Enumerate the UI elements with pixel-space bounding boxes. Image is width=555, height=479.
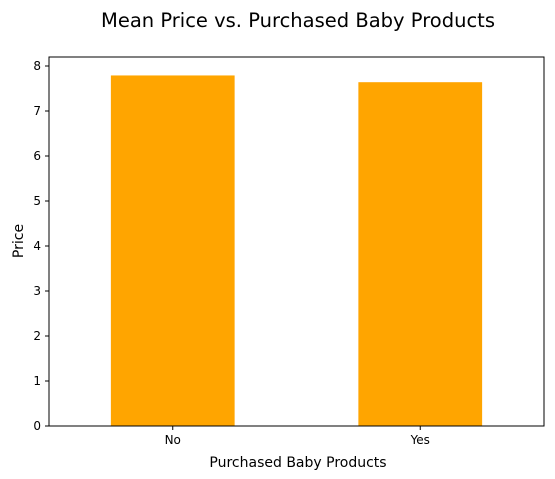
y-tick-label: 7 (33, 104, 41, 118)
bars-group (111, 75, 482, 426)
y-tick-label: 3 (33, 284, 41, 298)
y-axis-label: Price (11, 224, 27, 258)
x-axis: No Yes (165, 426, 430, 447)
y-tick-label: 6 (33, 149, 41, 163)
chart-title: Mean Price vs. Purchased Baby Products (101, 9, 495, 32)
x-tick-label: No (165, 433, 181, 447)
x-tick-label: Yes (410, 433, 430, 447)
y-tick-label: 4 (33, 239, 41, 253)
x-axis-label: Purchased Baby Products (209, 455, 386, 471)
bar-no (111, 75, 235, 426)
y-tick-label: 8 (33, 59, 41, 73)
y-tick-label: 2 (33, 329, 41, 343)
bar-yes (358, 82, 482, 426)
y-tick-label: 0 (33, 419, 41, 433)
y-axis: 0 1 2 3 4 5 6 7 8 (33, 59, 49, 433)
y-tick-label: 5 (33, 194, 41, 208)
y-tick-label: 1 (33, 374, 41, 388)
